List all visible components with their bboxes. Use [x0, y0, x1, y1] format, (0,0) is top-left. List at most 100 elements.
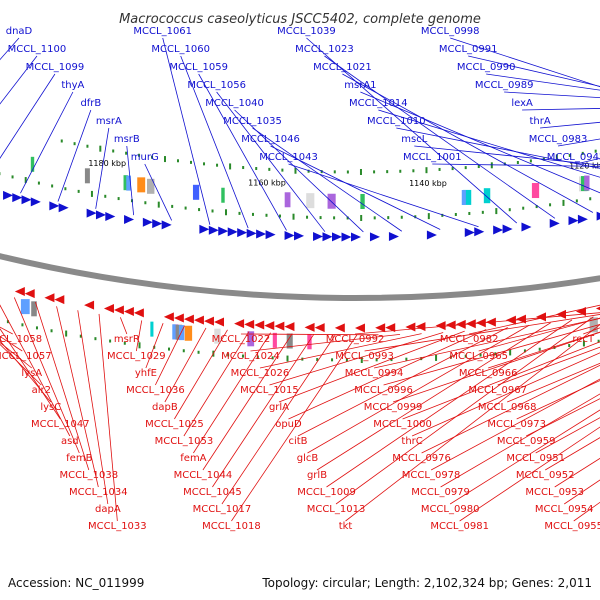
- tick-mark-ring-0: [386, 170, 389, 174]
- leader-line: [0, 326, 13, 335]
- leader-line: [522, 108, 600, 111]
- gene-label: MCCL_1035: [223, 116, 282, 127]
- leader-line: [0, 342, 33, 369]
- gene-label: lysC: [40, 402, 61, 413]
- gene-label: tkt: [339, 521, 353, 532]
- forward-gene-arrow: [549, 218, 560, 228]
- forward-gene-arrow: [218, 226, 229, 236]
- tick-mark-ring-0: [189, 160, 192, 164]
- tick-mark-ring-1: [360, 214, 363, 221]
- tick-mark-ring-1: [495, 208, 498, 215]
- tick-mark-ring-1: [575, 199, 578, 203]
- leader-line: [307, 324, 530, 454]
- gene-label: citB: [288, 436, 307, 447]
- tick-mark-ring-2: [568, 344, 571, 348]
- tick-mark-ring-2: [65, 330, 68, 337]
- tick-mark-ring-1: [64, 187, 67, 191]
- leader-line: [396, 127, 600, 169]
- gene-label: MCCL_0992: [326, 334, 385, 345]
- forward-gene-arrow: [369, 232, 380, 242]
- tick-mark-ring-0: [60, 139, 63, 143]
- leader-line: [98, 313, 118, 522]
- reverse-gene-arrow: [103, 303, 114, 313]
- gene-label: MCCL_1014: [349, 98, 408, 109]
- tick-mark-ring-1: [37, 181, 40, 185]
- tick-mark-ring-2: [582, 340, 585, 347]
- reverse-gene-arrow: [515, 314, 526, 324]
- gene-label: MCCL_1021: [313, 62, 372, 73]
- leader-line: [306, 37, 518, 224]
- feature-block: [461, 190, 466, 206]
- leader-line: [488, 331, 600, 369]
- leader-line: [414, 145, 600, 166]
- forward-gene-arrow: [227, 227, 238, 237]
- forward-gene-arrow: [124, 214, 135, 224]
- leader-line: [468, 55, 600, 87]
- leader-line: [0, 304, 71, 437]
- tick-mark-ring-2: [21, 323, 24, 327]
- feature-block: [284, 192, 291, 208]
- tick-mark-ring-2: [94, 337, 97, 341]
- reverse-gene-arrow: [375, 323, 386, 333]
- forward-gene-arrow: [142, 217, 153, 227]
- leader-line: [145, 323, 164, 369]
- forward-gene-arrow: [322, 232, 333, 242]
- tick-mark-ring-0: [529, 159, 532, 163]
- gene-label: MCCL_0994: [345, 368, 404, 379]
- leader-line: [162, 37, 211, 225]
- gene-label: MCCL_1036: [126, 385, 185, 396]
- tick-mark-ring-0: [203, 162, 206, 166]
- tick-mark-ring-2: [479, 353, 482, 357]
- gene-label: alr2: [32, 385, 51, 396]
- reverse-gene-arrow: [304, 322, 315, 332]
- tick-mark-ring-1: [333, 216, 336, 220]
- gene-label: MCCL_1057: [0, 351, 52, 362]
- feature-block: [307, 334, 312, 350]
- feature-block: [272, 332, 277, 348]
- tick-mark-ring-2: [375, 358, 378, 362]
- leader-line: [35, 301, 90, 471]
- forward-gene-arrow: [208, 225, 219, 235]
- feature-block: [20, 299, 30, 315]
- tick-mark-ring-2: [523, 349, 526, 353]
- gene-label: murG: [131, 152, 159, 163]
- leader-line: [392, 331, 600, 403]
- reverse-gene-arrow: [44, 293, 55, 303]
- gene-label: MCCL_0959: [497, 436, 556, 447]
- leader-line: [13, 297, 80, 454]
- tick-mark-ring-0: [242, 166, 245, 170]
- tick-mark-ring-2: [182, 349, 185, 353]
- gene-label: recT: [572, 334, 595, 345]
- leader-line: [56, 306, 99, 488]
- feature-block: [360, 193, 365, 209]
- forward-gene-arrow: [388, 231, 399, 241]
- tick-mark-ring-1: [346, 216, 349, 220]
- tick-mark-ring-2: [286, 355, 289, 362]
- tick-mark-ring-1: [454, 212, 457, 216]
- tick-mark-ring-2: [197, 350, 200, 354]
- gene-label: msrB: [114, 134, 140, 145]
- tick-mark-ring-1: [211, 209, 214, 213]
- tick-mark-ring-2: [168, 347, 171, 351]
- feature-block: [146, 178, 155, 194]
- tick-mark-ring-0: [176, 159, 179, 163]
- gene-label: MCCL_1033: [88, 521, 147, 532]
- forward-gene-arrow: [3, 190, 14, 200]
- tick-mark-ring-1: [225, 209, 228, 216]
- reverse-gene-arrow: [435, 321, 446, 331]
- gene-label: MCCL_0976: [392, 453, 451, 464]
- tick-mark-ring-1: [373, 216, 376, 220]
- tick-mark-ring-0: [99, 145, 102, 152]
- tick-mark-ring-1: [441, 213, 444, 217]
- reverse-gene-arrow: [314, 323, 325, 333]
- leader-line: [324, 55, 556, 219]
- leader-line: [174, 329, 228, 420]
- forward-gene-arrow: [521, 222, 532, 232]
- leader-line: [507, 362, 600, 403]
- feature-block: [150, 321, 154, 337]
- leader-line: [240, 333, 379, 336]
- kbp-tick-label: 1140 kbp: [409, 179, 447, 188]
- leader-line: [486, 73, 600, 91]
- forward-gene-arrow: [12, 193, 23, 203]
